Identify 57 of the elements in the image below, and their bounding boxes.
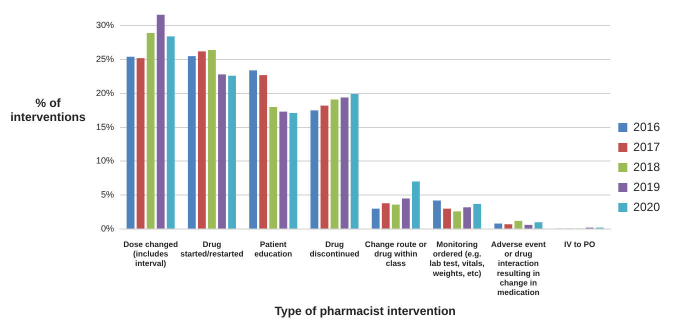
- bar: [473, 204, 482, 228]
- bar: [259, 75, 268, 228]
- x-tick-label: Dose changed (includes interval): [123, 240, 178, 268]
- bar: [463, 207, 472, 228]
- bar: [433, 200, 441, 228]
- bar: [504, 224, 512, 228]
- bar: [350, 94, 359, 228]
- y-tick-label: 15%: [96, 122, 114, 132]
- x-tick-label: Drug discontinued: [310, 240, 360, 259]
- y-tick-label: 0%: [101, 223, 114, 234]
- y-tick-label: 20%: [96, 88, 114, 98]
- legend-label: 2017: [633, 140, 660, 154]
- x-tick-label: Change route or drug within class: [364, 240, 427, 268]
- legend-label: 2020: [633, 200, 660, 214]
- bar: [402, 198, 410, 228]
- x-tick-label: Adverse event or drug interaction resulting in change in medication: [491, 240, 546, 298]
- legend-label: 2019: [633, 180, 660, 194]
- bar: [330, 99, 338, 228]
- bar: [156, 14, 165, 228]
- y-tick-label: 30%: [96, 20, 114, 30]
- bar: [188, 56, 196, 228]
- bar: [228, 76, 236, 228]
- bar: [372, 208, 380, 228]
- bar: [412, 182, 420, 228]
- bar: [126, 56, 134, 228]
- bar: [340, 97, 348, 228]
- bar: [289, 113, 298, 228]
- bar: [218, 74, 226, 228]
- bar: [208, 50, 216, 228]
- x-tick-label: Patient education: [254, 240, 292, 259]
- bar: [310, 110, 318, 228]
- bar: [443, 208, 451, 228]
- y-tick-label: 10%: [96, 156, 114, 166]
- y-axis-title: % of interventions: [9, 96, 87, 124]
- bar: [136, 58, 145, 228]
- y-tick-label: 5%: [101, 190, 114, 200]
- bar: [249, 70, 258, 228]
- bar: [514, 220, 522, 228]
- legend-label: 2016: [633, 120, 660, 134]
- x-tick-label: Monitoring ordered (e.g. lab test, vitals, weights, etc): [430, 240, 485, 278]
- bar: [166, 36, 175, 228]
- x-axis-title: Type of pharmacist intervention: [274, 304, 456, 318]
- x-tick-label: Drug started/restarted: [180, 240, 244, 259]
- bar: [534, 222, 542, 228]
- bar: [524, 224, 532, 228]
- bar: [494, 224, 502, 228]
- bar: [279, 112, 288, 228]
- bar: [198, 51, 206, 228]
- bar: [146, 33, 155, 228]
- bar: [320, 106, 328, 228]
- x-tick-label: IV to PO: [564, 240, 596, 250]
- bar: [269, 106, 278, 228]
- bar: [453, 211, 462, 228]
- bar: [392, 204, 400, 228]
- bar: [382, 203, 390, 228]
- legend-label: 2018: [633, 160, 660, 174]
- y-tick-label: 25%: [96, 54, 114, 64]
